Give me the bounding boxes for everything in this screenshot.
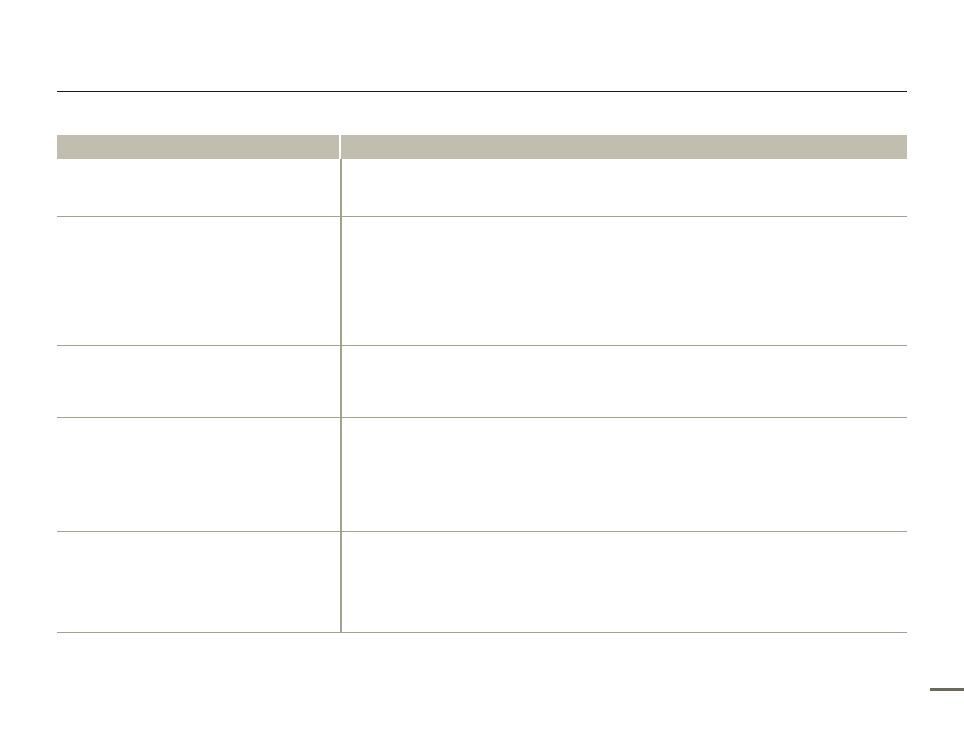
- header-cell-2: [341, 135, 907, 159]
- page-marker-bar: [930, 688, 964, 691]
- table-cell: [57, 159, 342, 216]
- header-separator: [339, 135, 341, 159]
- table-cell: [342, 159, 907, 216]
- table-cell: [57, 532, 342, 632]
- table-cell: [342, 532, 907, 632]
- header-cell-1: [57, 135, 339, 159]
- table-cell: [57, 418, 342, 531]
- table-cell: [57, 346, 342, 417]
- table-cell: [57, 217, 342, 345]
- table-cell: [342, 217, 907, 345]
- table-header: [57, 135, 907, 159]
- table-row: [57, 159, 907, 217]
- table-cell: [342, 346, 907, 417]
- table-row: [57, 418, 907, 532]
- top-divider: [57, 91, 907, 92]
- table-row: [57, 217, 907, 346]
- content-table: [57, 135, 907, 633]
- table-row: [57, 532, 907, 633]
- table-row: [57, 346, 907, 418]
- table-cell: [342, 418, 907, 531]
